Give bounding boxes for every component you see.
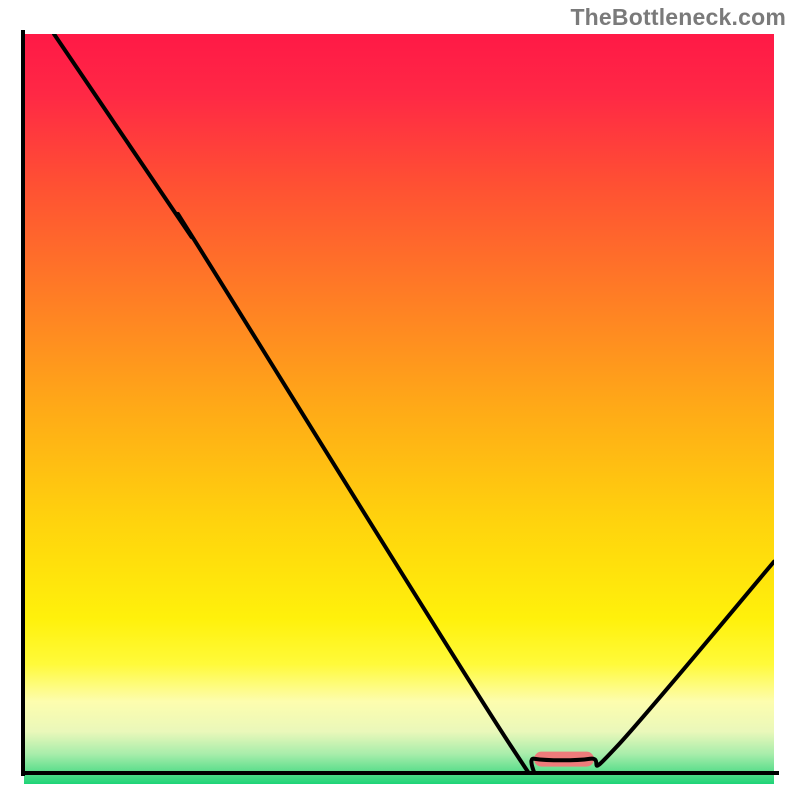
attribution-text: TheBottleneck.com [570,4,786,31]
bottleneck-curve [24,34,774,772]
plot-area [24,34,774,772]
x-axis [21,771,779,775]
y-axis [21,30,25,776]
